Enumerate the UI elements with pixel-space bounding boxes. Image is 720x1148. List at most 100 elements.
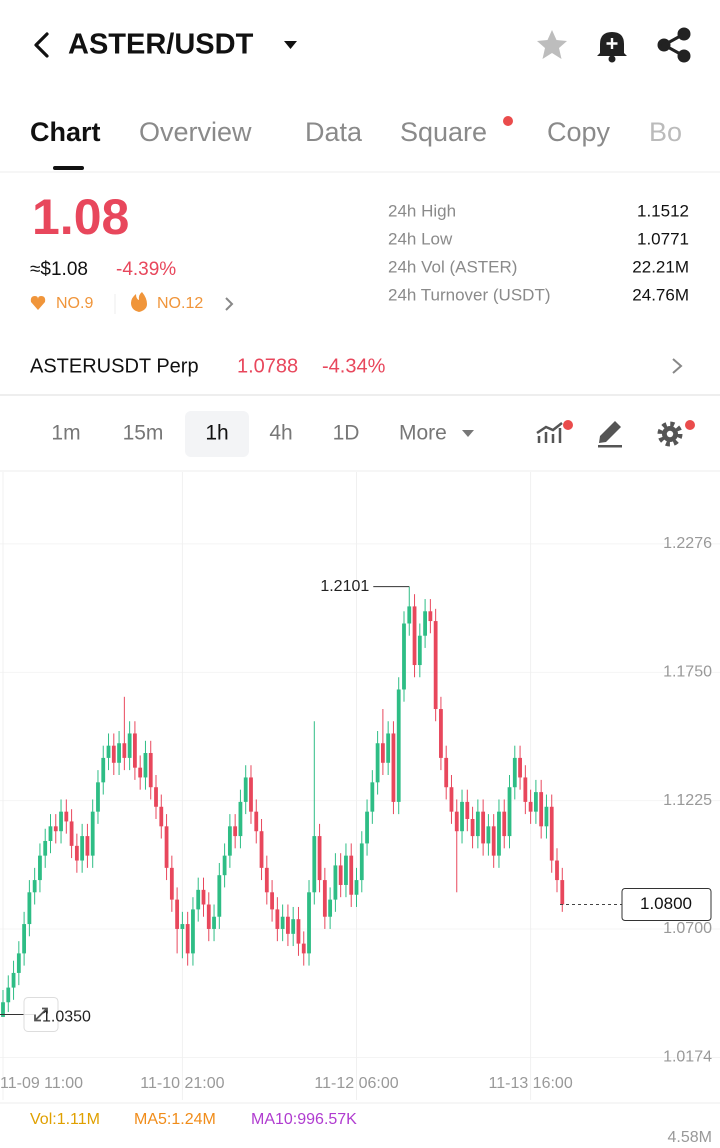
candle-body bbox=[206, 904, 211, 929]
candle-body bbox=[386, 733, 391, 763]
interval-selected bbox=[185, 411, 249, 457]
candle-body bbox=[370, 782, 375, 812]
interval[interactable]: 15m bbox=[123, 422, 164, 445]
tab[interactable]: Chart bbox=[30, 117, 101, 147]
notification-dot bbox=[503, 116, 513, 126]
tab[interactable]: Square bbox=[400, 117, 487, 147]
candle-body bbox=[254, 811, 259, 832]
chevron[interactable] bbox=[225, 297, 234, 311]
stat-value: 24.76M bbox=[632, 285, 689, 304]
candle-body bbox=[444, 757, 449, 788]
candle-body bbox=[396, 689, 401, 802]
stat-value: 22.21M bbox=[632, 257, 689, 276]
candle-body bbox=[222, 855, 227, 876]
candle-body bbox=[148, 753, 153, 788]
candle-body bbox=[486, 826, 491, 844]
candle-body bbox=[286, 916, 290, 934]
candle-body bbox=[1, 1002, 5, 1017]
interval[interactable]: 1D bbox=[333, 422, 360, 445]
candle-body bbox=[328, 899, 333, 917]
tab[interactable]: Overview bbox=[139, 117, 252, 147]
share-icon[interactable] bbox=[657, 27, 691, 63]
candle-body bbox=[296, 919, 301, 944]
candle-body bbox=[412, 606, 417, 666]
x-tick-label: 11-13 16:00 bbox=[489, 1075, 573, 1092]
candle-body bbox=[439, 709, 443, 758]
candle-body bbox=[301, 943, 306, 954]
draw-icon[interactable] bbox=[598, 421, 622, 448]
candle-body bbox=[227, 826, 232, 856]
rank-badge: NO.9 bbox=[56, 295, 93, 312]
volume-legend: MA5:1.24M bbox=[134, 1111, 216, 1128]
candle-body bbox=[280, 916, 285, 929]
candle-body bbox=[481, 811, 486, 844]
candle-body bbox=[391, 733, 396, 802]
tab[interactable]: Copy bbox=[547, 117, 611, 147]
alert-icon[interactable] bbox=[597, 32, 627, 63]
candle-body bbox=[470, 818, 475, 837]
candle-body bbox=[423, 611, 427, 636]
candle-body bbox=[502, 811, 507, 837]
candle-body bbox=[259, 831, 264, 868]
candle-body bbox=[6, 987, 11, 1003]
candle-body bbox=[169, 867, 174, 900]
candle-body bbox=[555, 860, 559, 881]
y-tick-label: 1.1750 bbox=[663, 664, 712, 681]
x-tick-label: 11-09 11:00 bbox=[0, 1075, 83, 1092]
hot-icon bbox=[131, 292, 147, 312]
candle-body bbox=[507, 787, 512, 837]
candle-body bbox=[69, 821, 74, 846]
candle-body bbox=[491, 826, 496, 856]
candle-body bbox=[291, 919, 296, 934]
reset-zoom-icon bbox=[34, 1007, 48, 1022]
candle-body bbox=[512, 757, 517, 788]
settings-icon[interactable] bbox=[657, 421, 683, 447]
pair-title[interactable]: ASTER/USDT bbox=[68, 29, 254, 61]
more-caret[interactable] bbox=[462, 430, 474, 437]
tab[interactable]: Bo bbox=[649, 117, 682, 147]
rank-icon bbox=[30, 296, 46, 310]
candle-body bbox=[417, 635, 422, 666]
interval[interactable]: 4h bbox=[269, 422, 292, 445]
perp-name[interactable]: ASTERUSDT Perp bbox=[30, 355, 199, 377]
candle-body bbox=[375, 743, 380, 783]
candle-body bbox=[90, 811, 95, 856]
candle-body bbox=[539, 792, 544, 827]
interval[interactable]: 1h bbox=[205, 422, 228, 445]
candle-body bbox=[133, 733, 137, 768]
notification-dot bbox=[563, 420, 573, 430]
x-tick-label: 11-12 06:00 bbox=[314, 1075, 398, 1092]
tab[interactable]: Data bbox=[305, 117, 363, 147]
candle-body bbox=[53, 826, 58, 832]
candle-body bbox=[217, 875, 222, 917]
candle-body bbox=[127, 733, 132, 758]
last-price-label: 1.0800 bbox=[640, 894, 692, 913]
last-price: 1.08 bbox=[32, 189, 129, 245]
min-marker-label: 1.0350 bbox=[42, 1009, 91, 1026]
candle-body bbox=[27, 892, 32, 925]
interval[interactable]: More bbox=[399, 422, 447, 445]
candle-body bbox=[111, 745, 116, 763]
back-button[interactable] bbox=[34, 32, 49, 58]
pair-dropdown[interactable] bbox=[284, 41, 297, 49]
interval[interactable]: 1m bbox=[51, 422, 80, 445]
indicator-icon[interactable] bbox=[536, 422, 563, 443]
stat-label: 24h Low bbox=[388, 229, 453, 248]
price-change: -4.39% bbox=[116, 259, 176, 280]
candle-body bbox=[138, 767, 143, 778]
candle-body bbox=[22, 924, 27, 954]
candle-body bbox=[233, 826, 238, 837]
candle-body bbox=[322, 880, 327, 917]
candle-body bbox=[191, 909, 195, 954]
candle-body bbox=[38, 855, 42, 881]
chevron[interactable] bbox=[672, 358, 683, 374]
candle-body bbox=[64, 811, 69, 822]
candle-body bbox=[143, 753, 148, 778]
stat-label: 24h High bbox=[388, 201, 456, 220]
candle-body bbox=[249, 777, 253, 812]
favorite-icon[interactable] bbox=[537, 30, 567, 59]
candle-body bbox=[528, 801, 533, 812]
candle-body bbox=[43, 840, 48, 856]
